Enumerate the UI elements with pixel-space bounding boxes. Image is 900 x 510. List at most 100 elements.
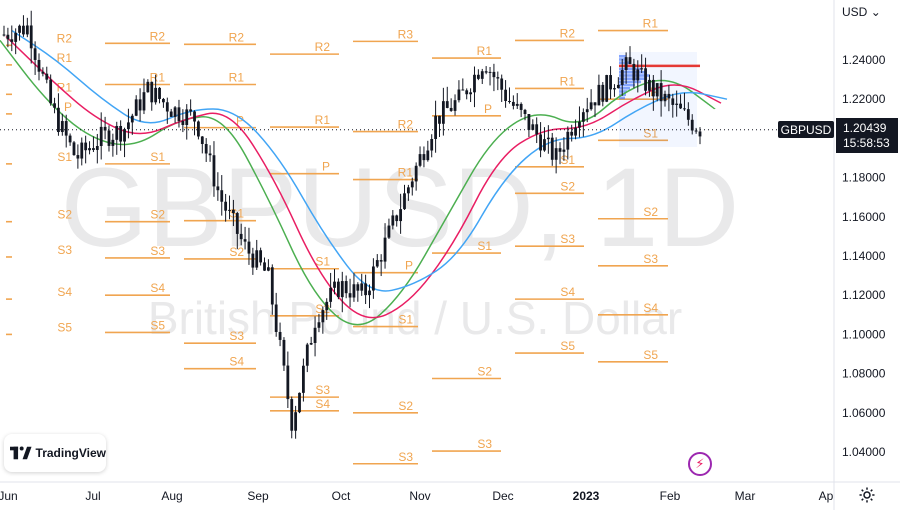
pivot-label: S3: [643, 252, 658, 266]
candle-body: [64, 121, 68, 136]
volume-profile-bar: [619, 58, 627, 61]
candle-body: [103, 126, 107, 131]
pivot-label: S2: [643, 205, 658, 219]
candle-body: [418, 154, 422, 166]
candle-body: [204, 143, 208, 154]
candle-body: [154, 87, 158, 103]
candle-body: [356, 284, 360, 291]
pivot-label: S3: [560, 232, 575, 246]
pivot-label: R1: [150, 71, 166, 85]
candle-body: [644, 68, 647, 91]
candle-body: [698, 131, 702, 137]
watermark-symbol: GBPUSD, 1D: [61, 145, 739, 270]
time-tick-label: Aug: [161, 489, 182, 503]
pivot-label: S3: [477, 437, 492, 451]
candle-body: [263, 262, 266, 271]
candle-body: [383, 237, 387, 262]
pivot-label: R1: [315, 113, 331, 127]
candle-body: [173, 107, 177, 117]
time-axis[interactable]: Jun Jul Aug Sep Oct Nov Dec 2023 Feb Mar Ap: [0, 489, 834, 503]
price-axis[interactable]: 1.240001.220001.200001.180001.160001.140…: [842, 53, 886, 459]
pivot-label: S1: [315, 255, 330, 269]
candle-body: [624, 57, 628, 71]
candle-body: [360, 283, 364, 291]
pivot-label: P: [484, 102, 492, 116]
candle-body: [368, 290, 371, 296]
pivot-label: P: [322, 160, 330, 174]
candle-body: [212, 155, 216, 187]
candle-body: [134, 99, 138, 116]
candle-body: [364, 283, 368, 296]
pivot-label: S1: [477, 239, 492, 253]
candle-body: [655, 83, 659, 97]
price-badge-symbol-bg: [778, 121, 834, 138]
pivot-label: S1: [398, 313, 413, 327]
candle-body: [317, 322, 321, 328]
candle-body: [675, 103, 679, 105]
price-tick-label: 1.24000: [842, 53, 886, 67]
candle-body: [546, 137, 550, 140]
pivot-label: S1: [57, 150, 72, 164]
candle-body: [329, 287, 333, 302]
candle-body: [406, 187, 410, 194]
candle-body: [410, 181, 414, 188]
candle-body: [80, 142, 84, 159]
candle-body: [694, 130, 698, 132]
candle-body: [177, 107, 181, 122]
candle-body: [84, 142, 88, 151]
candle-body: [651, 79, 655, 97]
candle-body: [667, 93, 671, 99]
candle-body: [197, 121, 200, 137]
pivot-label: S4: [315, 397, 330, 411]
price-tick-label: 1.16000: [842, 210, 886, 224]
candle-body: [504, 89, 507, 102]
candle-body: [130, 115, 134, 123]
candle-body: [601, 84, 605, 102]
candle-body: [484, 71, 488, 73]
tradingview-logo[interactable]: TradingView: [4, 434, 106, 472]
pivot-label: S2: [57, 208, 72, 222]
candle-body: [294, 412, 298, 431]
lightning-icon[interactable]: ⚡: [688, 452, 712, 476]
candle-body: [146, 81, 150, 93]
candle-body: [208, 153, 212, 156]
pivot-label: S5: [150, 318, 165, 332]
candle-body: [239, 233, 243, 240]
candle-body: [550, 137, 554, 160]
candle-body: [107, 130, 111, 146]
candle-body: [45, 73, 49, 80]
candle-body: [278, 331, 282, 340]
gear-icon[interactable]: [858, 486, 876, 504]
volume-profile-bar: [619, 61, 630, 64]
candle-body: [379, 260, 383, 262]
pivot-label: R2: [229, 30, 245, 44]
candlesticks: [2, 10, 702, 439]
candle-body: [53, 103, 56, 108]
candle-body: [189, 109, 193, 112]
time-tick-label: 2023: [573, 489, 600, 503]
pivot-label: S5: [57, 320, 72, 334]
pivot-label: S3: [57, 243, 72, 257]
candle-body: [640, 68, 644, 70]
pivot-label: S2: [229, 245, 244, 259]
candle-body: [531, 124, 535, 130]
candle-body: [49, 79, 53, 104]
pivot-label: S4: [643, 301, 658, 315]
candle-body: [449, 107, 453, 111]
pivot-label: S4: [57, 285, 72, 299]
pivot-label: R2: [315, 40, 331, 54]
candle-body: [426, 150, 430, 161]
candle-body: [375, 260, 379, 267]
pivot-label: R2: [150, 29, 166, 43]
candle-body: [224, 201, 228, 211]
candle-body: [679, 103, 682, 109]
currency-dropdown[interactable]: USD ⌄: [842, 5, 881, 19]
price-tick-label: 1.14000: [842, 249, 886, 263]
watermark-description: British Pound / U.S. Dollar: [148, 292, 682, 344]
candle-body: [441, 101, 445, 124]
candle-body: [636, 69, 640, 81]
candle-body: [336, 281, 340, 298]
pivot-label: S3: [229, 329, 244, 343]
volume-profile-bar: [619, 87, 630, 90]
